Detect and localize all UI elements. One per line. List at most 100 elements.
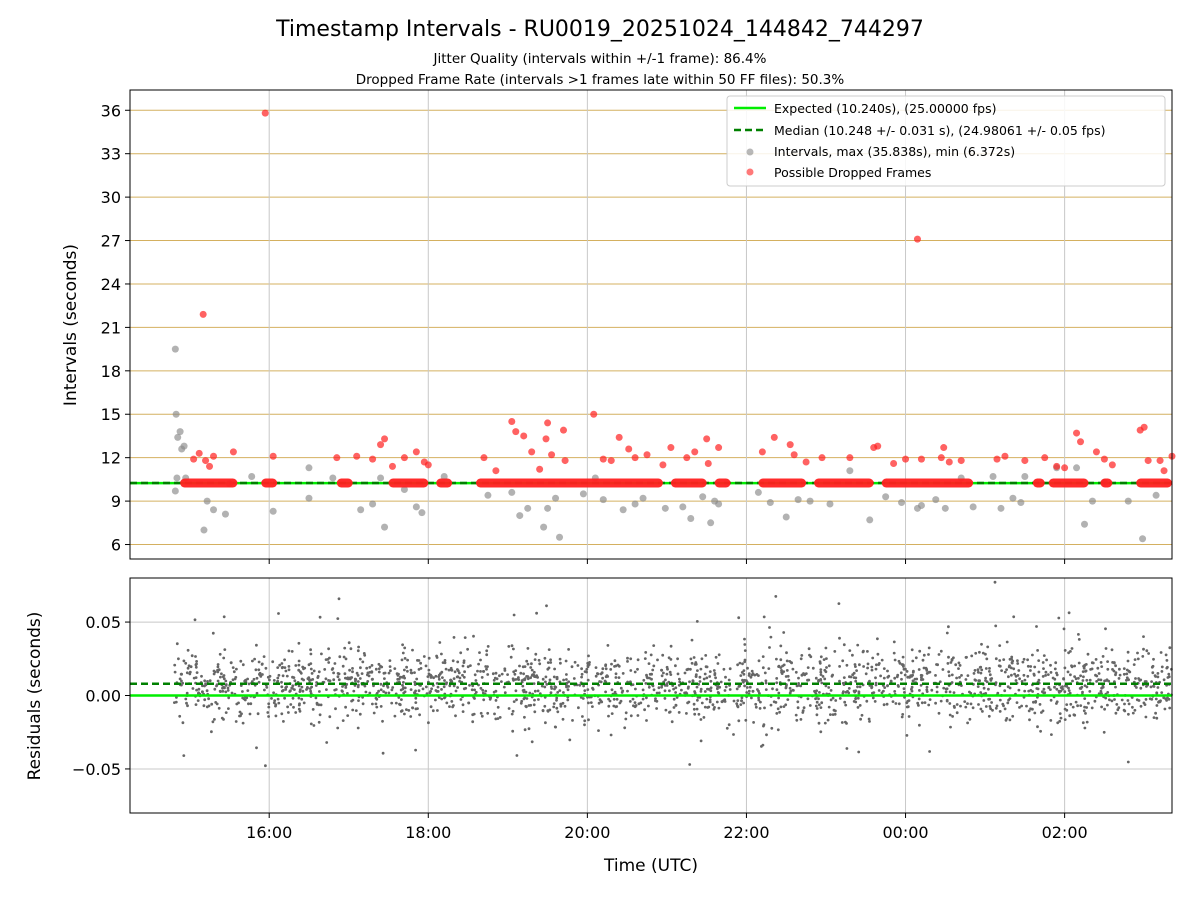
residual-point (486, 645, 490, 648)
residual-point (552, 675, 556, 679)
residual-point (735, 687, 739, 691)
residual-point (1149, 685, 1153, 689)
residual-point (471, 720, 475, 724)
residual-point (1139, 686, 1143, 690)
residual-point (462, 687, 466, 691)
residual-point (218, 652, 222, 656)
residual-point (309, 667, 313, 671)
bottom-y-axis-label: Residuals (seconds) (25, 612, 45, 781)
residual-point (1049, 663, 1052, 667)
residual-point (385, 684, 389, 688)
residual-point (463, 670, 466, 674)
residual-point (523, 728, 527, 732)
residual-point (672, 706, 676, 709)
residual-point (414, 696, 418, 700)
residual-point (1067, 689, 1071, 692)
residual-point (1144, 680, 1148, 683)
residual-point (1144, 715, 1148, 719)
residual-point (1081, 670, 1085, 673)
residual-point (693, 690, 696, 693)
residual-point (1099, 678, 1103, 682)
residual-point (649, 653, 653, 657)
dropped-frame-band (476, 478, 663, 488)
residual-point (277, 701, 281, 705)
residual-point (349, 647, 353, 651)
residual-point (874, 667, 878, 671)
residual-point (844, 703, 848, 707)
residual-point (889, 679, 893, 683)
residual-point (217, 706, 221, 710)
residual-point (976, 670, 980, 674)
residual-point (959, 704, 962, 708)
residual-point (276, 676, 280, 680)
residual-point (459, 698, 463, 701)
dropped-frame-point (790, 451, 798, 459)
residual-point (257, 668, 261, 672)
residual-point (988, 673, 992, 677)
residual-point (714, 655, 718, 659)
residual-point (1037, 670, 1041, 674)
residual-point (1081, 679, 1085, 682)
residual-point (660, 668, 663, 672)
residual-point (510, 644, 514, 648)
residual-point (1083, 705, 1086, 709)
residual-point (564, 659, 568, 663)
residual-point (222, 674, 226, 677)
residual-point (742, 680, 745, 684)
residual-point (920, 701, 924, 705)
residual-point (662, 671, 665, 675)
residual-point (739, 703, 743, 706)
legend-frame (726, 95, 1166, 187)
residual-point (1160, 665, 1164, 669)
residual-point (1100, 665, 1104, 668)
residual-point (648, 676, 651, 680)
residual-point (1005, 640, 1009, 644)
residual-point (494, 671, 498, 675)
residual-point (1014, 679, 1018, 682)
interval-point (707, 519, 715, 527)
residual-point (287, 665, 291, 668)
residual-point (841, 659, 845, 663)
interval-point (377, 474, 385, 482)
residual-point (1065, 684, 1069, 688)
residual-point (440, 697, 444, 701)
residual-point (951, 715, 954, 718)
residual-point (1069, 650, 1072, 653)
residual-point (864, 672, 868, 676)
dropped-frame-band (1048, 478, 1089, 488)
residual-point (247, 702, 250, 706)
residual-point (654, 699, 657, 703)
residual-point (866, 662, 870, 666)
residual-point (645, 675, 649, 679)
dropped-frame-point (1100, 455, 1108, 463)
residual-point (377, 662, 381, 666)
residual-point (852, 671, 856, 675)
residual-point (334, 688, 338, 691)
residual-point (945, 631, 949, 635)
residual-point (995, 704, 999, 708)
residual-point (600, 671, 604, 675)
residual-point (1049, 688, 1052, 691)
residual-point (194, 703, 198, 706)
residual-point (268, 678, 271, 682)
interval-point (766, 499, 774, 507)
residual-point (502, 685, 506, 689)
residual-point (340, 689, 344, 693)
residual-point (400, 698, 403, 701)
residual-point (614, 676, 618, 679)
residual-point (567, 648, 570, 651)
residual-point (717, 653, 721, 657)
residual-point (290, 650, 294, 653)
residual-point (703, 705, 707, 709)
residual-point (402, 681, 405, 684)
residual-point (651, 668, 655, 672)
interval-point (1017, 499, 1025, 507)
residual-point (750, 669, 754, 673)
residual-point (984, 652, 987, 656)
residual-point (311, 708, 315, 711)
residual-point (709, 679, 713, 683)
interval-point (381, 523, 389, 531)
residual-point (801, 709, 805, 713)
residual-point (374, 667, 378, 671)
residual-point (472, 634, 475, 638)
